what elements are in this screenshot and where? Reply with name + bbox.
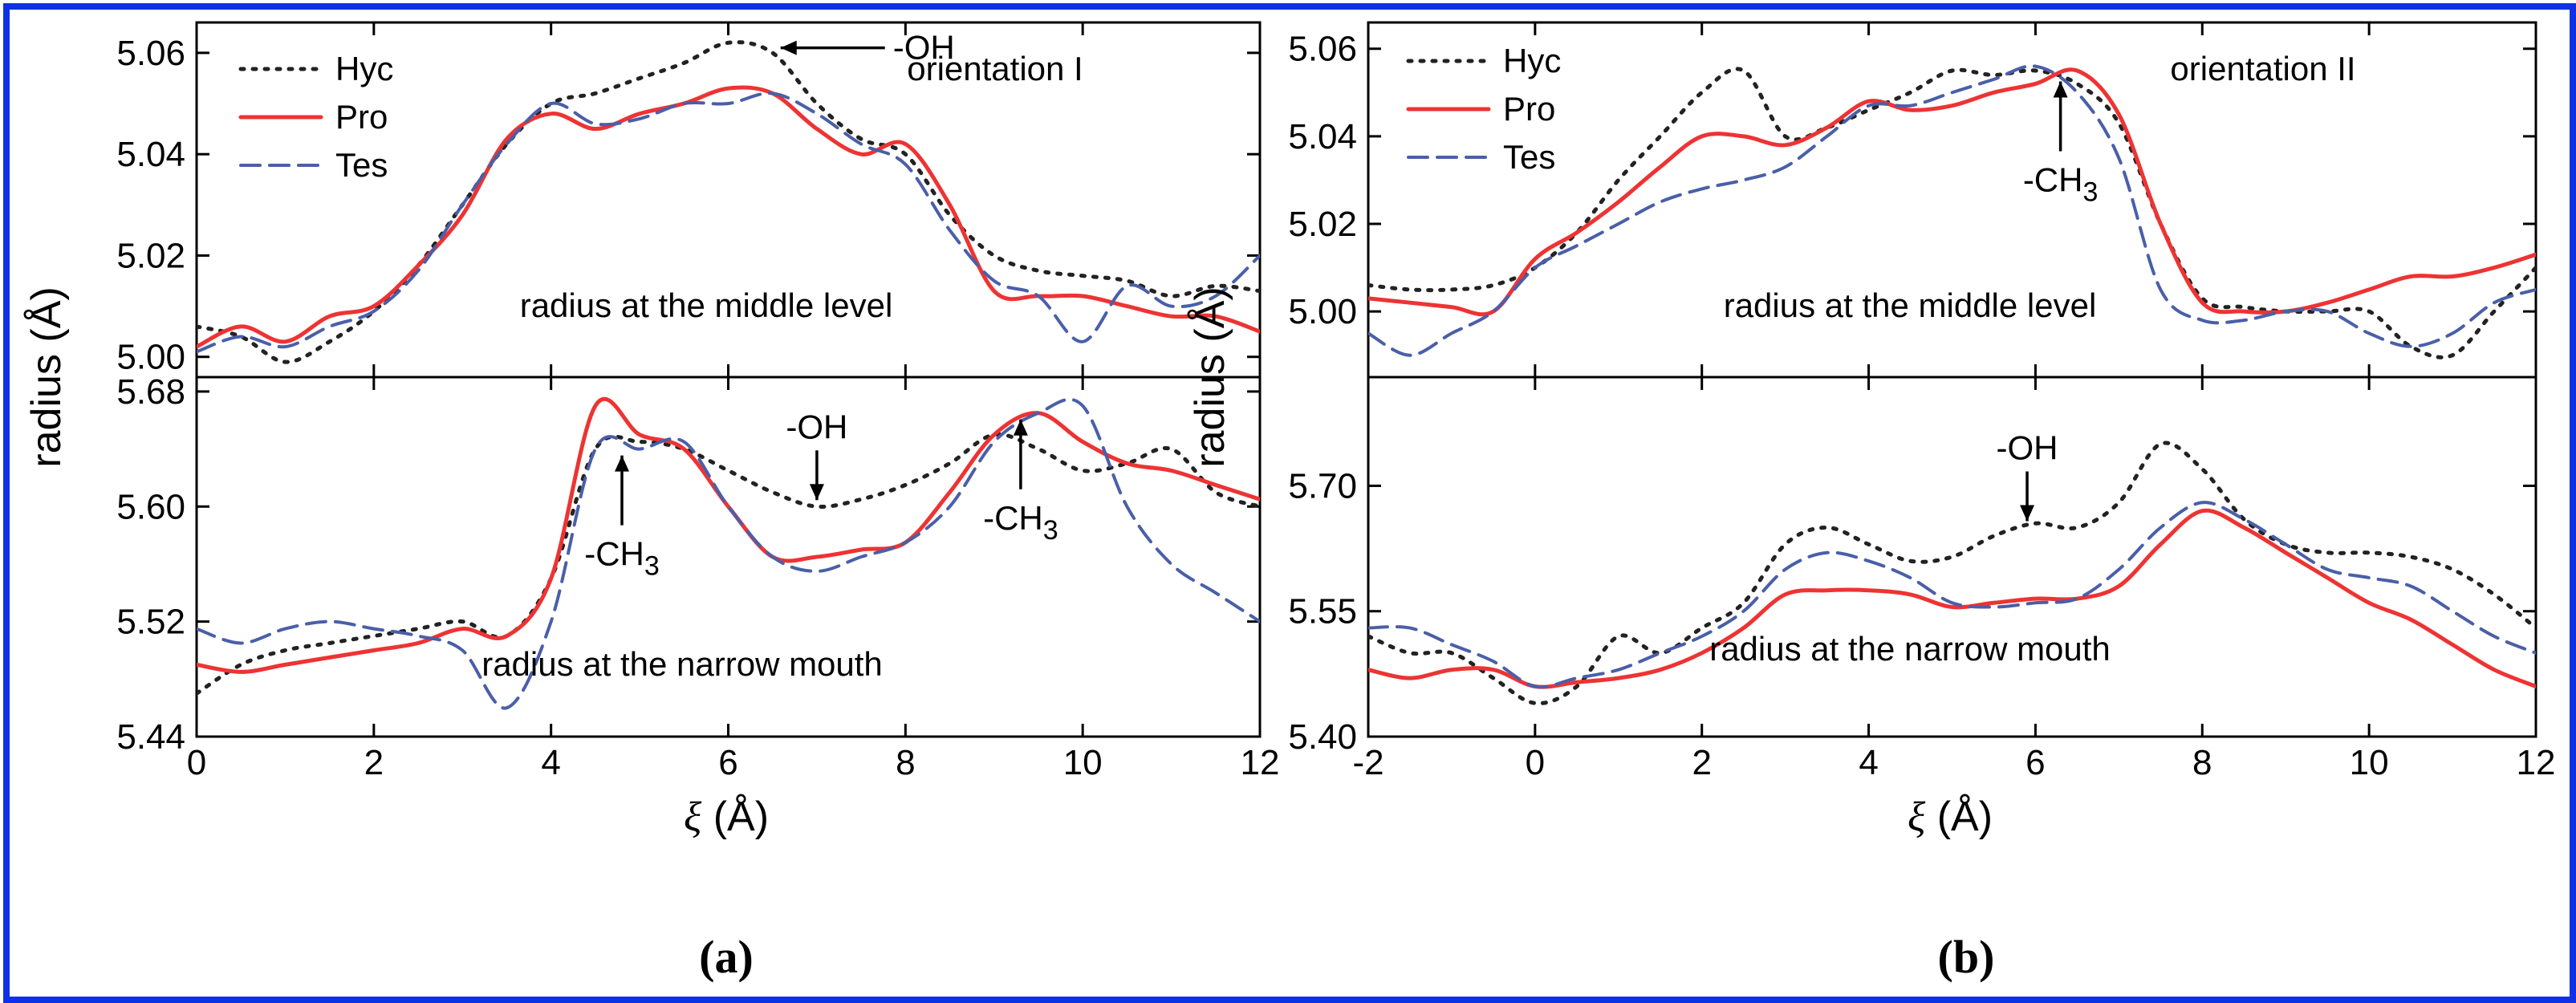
annotation: -CH3 [983,419,1058,546]
y-tick-label: 5.04 [1288,117,1357,156]
x-tick-label: 6 [2025,743,2045,782]
subfigure-label: (a) [699,931,754,983]
series-line-pro [1368,508,2536,689]
legend-label-pro: Pro [1503,90,1555,128]
x-tick-label: 4 [1859,743,1878,782]
y-tick-label: 5.60 [116,487,185,526]
panel-caption: radius at the narrow mouth [1709,630,2111,668]
series-line-tes [1368,501,2536,689]
y-axis-label: radius (Å) [1187,286,1233,467]
x-tick-label: 12 [1241,743,1280,782]
y-tick-label: 5.00 [116,338,185,377]
series-line-hyc [1368,67,2536,359]
panel-b-bottom: 5.40 5.55 5.70 radius at the narrow mouth -O… [1288,376,2537,757]
x-axis-label: ξ (Å) [684,794,769,840]
annotation: -CH3 [2023,81,2099,207]
y-tick-label: 5.04 [116,135,185,174]
y-tick-label: 5.55 [1288,592,1357,631]
annotation-arrowhead [780,40,797,55]
series-line-pro [197,85,1260,349]
panel-caption: radius at the narrow mouth [481,645,883,683]
x-tick-label: 2 [364,743,384,782]
series-line-hyc [1368,441,2536,705]
annotation-label: -OH [893,29,955,67]
y-axis-label: radius (Å) [23,286,70,467]
annotation-arrowhead [809,484,824,501]
x-tick-label: -2 [1352,743,1383,782]
legend-label-hyc: Hyc [335,50,393,87]
x-axis-label: ξ (Å) [1908,794,1993,840]
series-line-tes [197,91,1260,354]
panel-a-bottom: 5.44 5.52 5.60 5.68 radius at the narrow mou… [116,372,1262,757]
figure-frame [3,3,2576,1003]
series-group [1368,441,2536,705]
annotation-label: -OH [786,408,847,445]
series-line-hyc [197,432,1260,696]
x-tick-label: 12 [2517,743,2556,782]
y-tick-label: 5.40 [1288,717,1357,757]
annotation-label: -CH3 [983,499,1058,546]
annotation-arrowhead [2020,505,2035,522]
series-group [197,40,1260,364]
y-tick-label: 5.68 [116,372,185,412]
panel-a-top: 5.00 5.02 5.04 5.06 radius at the middle lev… [116,21,1262,379]
series-line-pro [1368,67,2536,317]
x-tick-label: 8 [2192,743,2212,782]
legend: Hyc Pro Tes [1406,42,1561,176]
annotation-arrowhead [2053,81,2068,98]
x-tick-label: 0 [187,743,206,782]
annotation-label: -CH3 [584,535,660,582]
legend: Hyc Pro Tes [238,50,393,184]
x-tick-label: 4 [541,743,560,782]
chart-a: 5.00 5.02 5.04 5.06 radius at the middle lev… [23,21,1280,983]
y-tick-label: 5.02 [116,236,185,275]
x-tick-label: 10 [2350,743,2389,782]
y-tick-label: 5.06 [1288,30,1357,69]
legend-label-tes: Tes [1503,138,1555,176]
x-tick-label: 2 [1692,743,1711,782]
orientation-label: orientation I [907,50,1083,87]
y-tick-label: 5.00 [1288,292,1357,331]
annotation-arrowhead [615,455,629,472]
series-line-hyc [197,40,1260,364]
panel-caption: radius at the middle level [520,286,893,324]
subfigure-label: (b) [1938,931,1995,983]
annotation: -OH [1997,429,2058,522]
y-tick-label: 5.70 [1288,466,1357,506]
series-line-tes [197,397,1260,710]
annotation: -OH [780,29,955,67]
x-tick-label: 8 [896,743,915,782]
y-tick-label: 5.06 [116,34,185,73]
annotation-label: -CH3 [2023,160,2099,207]
legend-label-tes: Tes [335,146,388,184]
annotation-arrowhead [1013,419,1028,436]
panel-caption: radius at the middle level [1724,286,2097,324]
annotation: -CH3 [584,455,660,582]
y-tick-label: 5.02 [1288,205,1357,244]
legend-label-hyc: Hyc [1503,42,1561,79]
annotation-label: -OH [1997,429,2058,467]
x-tick-label: 10 [1063,743,1103,782]
series-group [1368,64,2536,359]
legend-label-pro: Pro [335,98,388,136]
y-tick-label: 5.52 [116,603,185,642]
y-tick-label: 5.44 [116,717,185,757]
series-line-tes [1368,64,2536,357]
chart-b: 5.00 5.02 5.04 5.06 radius at the middle lev… [1187,21,2556,983]
series-group [197,396,1260,710]
x-tick-label: 0 [1526,743,1545,782]
orientation-label: orientation II [2170,50,2355,87]
x-tick-label: 6 [718,743,737,782]
panel-frame [1367,376,2537,738]
annotation: -OH [786,408,847,501]
